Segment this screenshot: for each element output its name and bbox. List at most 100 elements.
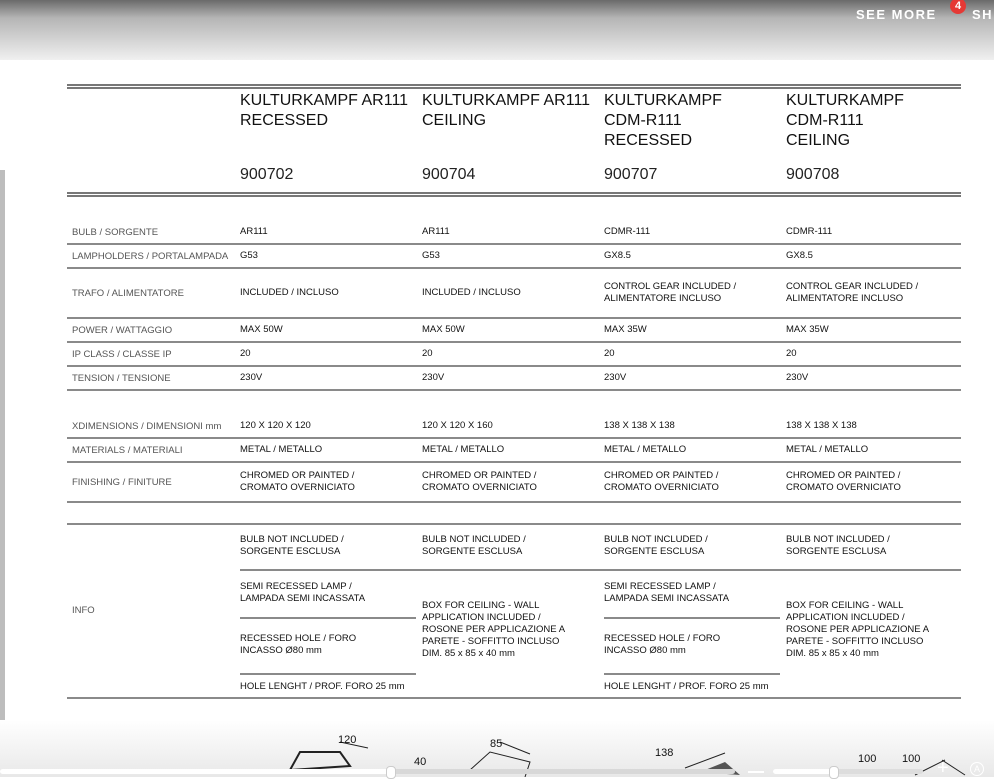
product-title: CDM-R111 — [786, 112, 864, 129]
cell-value: 230V — [240, 372, 263, 383]
cell-value: METAL / METALLO — [422, 444, 505, 455]
cell-value: CONTROL GEAR INCLUDED / ALIMENTATORE INC… — [786, 281, 919, 304]
divider — [604, 617, 780, 619]
cell-value: METAL / METALLO — [604, 444, 687, 455]
top-bar — [0, 0, 994, 60]
cell-value: CHROMED OR PAINTED / CROMATO OVERNICIATO — [786, 470, 901, 493]
dimension-label: 120 — [338, 734, 357, 746]
cell-value: CONTROL GEAR INCLUDED / ALIMENTATORE INC… — [604, 281, 737, 304]
info-hole-length: HOLE LENGHT / PROF. FORO 25 mm — [240, 681, 405, 692]
divider — [240, 617, 416, 619]
row-label: BULB / SORGENTE — [72, 226, 159, 238]
cell-value: 138 X 138 X 138 — [786, 420, 857, 431]
cell-value: INCLUDED / INCLUSO — [240, 287, 339, 298]
cell-value: GX8.5 — [604, 250, 631, 261]
cell-value: CDMR-111 — [604, 226, 651, 237]
product-title: RECESSED — [604, 132, 693, 149]
row-divider — [67, 501, 961, 503]
cell-value: MAX 50W — [240, 324, 283, 335]
zoom-slider-handle[interactable] — [829, 766, 839, 779]
dimension-label: 100 — [858, 753, 877, 765]
zoom-slider[interactable] — [773, 769, 923, 774]
info-recessed-hole: RECESSED HOLE / FORO INCASSO Ø80 mm — [604, 633, 721, 656]
row-divider — [67, 461, 961, 463]
row-label: MATERIALS / MATERIALI — [72, 444, 183, 456]
zoom-slider-fill — [773, 769, 833, 774]
cell-value: CDMR-111 — [786, 226, 833, 237]
dimension-label: 85 — [490, 738, 503, 750]
row-divider — [67, 341, 961, 343]
cell-value: INCLUDED / INCLUSO — [422, 287, 521, 298]
row-divider — [67, 389, 961, 391]
row-divider — [67, 317, 961, 319]
row-label: LAMPHOLDERS / PORTALAMPADA — [72, 250, 229, 262]
info-box: BOX FOR CEILING - WALL APPLICATION INCLU… — [422, 600, 565, 659]
product-title: KULTURKAMPF AR111 — [422, 92, 591, 109]
info-hole-length: HOLE LENGHT / PROF. FORO 25 mm — [604, 681, 769, 692]
product-code: 900704 — [422, 166, 476, 183]
product-title: KULTURKAMPF — [604, 92, 722, 109]
cell-value: MAX 35W — [786, 324, 829, 335]
cell-value: 20 — [604, 348, 615, 359]
divider — [67, 697, 961, 699]
row-divider — [67, 437, 961, 439]
progress-handle[interactable] — [385, 766, 396, 779]
info-bulb: BULB NOT INCLUDED / SORGENTE ESCLUSA — [240, 534, 344, 557]
info-bulb: BULB NOT INCLUDED / SORGENTE ESCLUSA — [422, 534, 526, 557]
divider — [240, 673, 416, 675]
see-more-link[interactable]: SEE MORE — [856, 7, 937, 22]
cell-value: CHROMED OR PAINTED / CROMATO OVERNICIATO — [604, 470, 719, 493]
row-label: FINISHING / FINITURE — [72, 476, 172, 488]
dimension-label: 40 — [414, 756, 427, 768]
product-code: 900708 — [786, 166, 840, 183]
notification-badge: 4 — [950, 0, 966, 14]
product-title: KULTURKAMPF — [786, 92, 904, 109]
share-link[interactable]: SH — [972, 7, 994, 22]
cell-value: 230V — [422, 372, 445, 383]
info-label: INFO — [72, 604, 95, 616]
cell-value: G53 — [422, 250, 440, 261]
zoom-out-icon[interactable] — [748, 771, 764, 773]
info-semi-recessed: SEMI RECESSED LAMP / LAMPADA SEMI INCASS… — [240, 581, 366, 604]
cell-value: CHROMED OR PAINTED / CROMATO OVERNICIATO — [422, 470, 537, 493]
cell-value: G53 — [240, 250, 258, 261]
product-title: RECESSED — [240, 112, 329, 129]
product-title: KULTURKAMPF AR111 — [240, 92, 409, 109]
header-top-rule — [67, 84, 961, 89]
cell-value: 120 X 120 X 160 — [422, 420, 493, 431]
row-label: XDIMENSIONS / DIMENSIONI mm — [72, 420, 222, 432]
cell-value: 120 X 120 X 120 — [240, 420, 311, 431]
accessibility-icon[interactable]: A — [970, 762, 984, 776]
divider — [604, 673, 780, 675]
progress-fill — [0, 769, 390, 774]
cell-value: MAX 50W — [422, 324, 465, 335]
cell-value: 20 — [240, 348, 251, 359]
cell-value: 230V — [786, 372, 809, 383]
dimension-label: 138 — [655, 747, 674, 759]
row-label: TRAFO / ALIMENTATORE — [72, 287, 184, 299]
header-bottom-rule — [67, 192, 961, 197]
row-divider — [67, 365, 961, 367]
divider — [240, 569, 961, 571]
left-edge — [0, 170, 5, 777]
product-title: CEILING — [786, 132, 851, 149]
cell-value: MAX 35W — [604, 324, 647, 335]
bottom-viewer-bar: 120 85 40 138 100 100 + A — [0, 720, 994, 779]
row-divider — [67, 243, 961, 245]
info-box: BOX FOR CEILING - WALL APPLICATION INCLU… — [786, 600, 929, 659]
cell-value: METAL / METALLO — [240, 444, 323, 455]
cell-value: GX8.5 — [786, 250, 813, 261]
info-recessed-hole: RECESSED HOLE / FORO INCASSO Ø80 mm — [240, 633, 357, 656]
product-code: 900707 — [604, 166, 658, 183]
row-divider — [67, 267, 961, 269]
row-label: IP CLASS / CLASSE IP — [72, 348, 172, 360]
divider — [67, 523, 961, 525]
zoom-in-icon[interactable]: + — [937, 757, 949, 779]
info-bulb: BULB NOT INCLUDED / SORGENTE ESCLUSA — [604, 534, 708, 557]
row-label: TENSION / TENSIONE — [72, 372, 171, 384]
product-code: 900702 — [240, 166, 294, 183]
cell-value: AR111 — [240, 226, 268, 237]
info-semi-recessed: SEMI RECESSED LAMP / LAMPADA SEMI INCASS… — [604, 581, 730, 604]
cell-value: CHROMED OR PAINTED / CROMATO OVERNICIATO — [240, 470, 355, 493]
info-bulb: BULB NOT INCLUDED / SORGENTE ESCLUSA — [786, 534, 890, 557]
